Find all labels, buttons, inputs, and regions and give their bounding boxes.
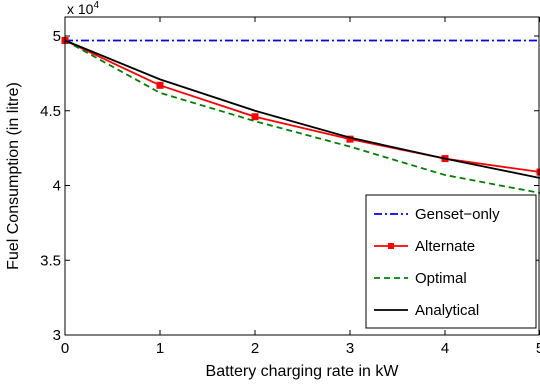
- x-tick-label: 3: [346, 340, 354, 357]
- x-tick-label: 2: [251, 340, 259, 357]
- y-axis-label: Fuel Consumption (in litre): [5, 82, 22, 270]
- series-marker-1-2: [251, 113, 259, 121]
- legend-marker-1: [388, 243, 394, 249]
- series-line-3: [64, 39, 540, 179]
- y-multiplier: x 104: [67, 0, 99, 17]
- y-tick-label: 4: [53, 178, 61, 195]
- axes-frame: [64, 16, 540, 336]
- x-tick-label: 1: [156, 340, 164, 357]
- y-tick-label: 5: [53, 28, 61, 45]
- x-axis-label: Battery charging rate in kW: [206, 363, 400, 380]
- legend-label-1: Alternate: [415, 238, 475, 255]
- axes-layer: [64, 16, 540, 336]
- series-layer: [61, 36, 540, 194]
- y-tick-label: 3.5: [40, 252, 61, 269]
- tick-labels: 0 1 2 3 4 5 3 3.5 4 4.5 5: [40, 28, 540, 357]
- legend-box: [365, 194, 537, 329]
- legend-label-3: Analytical: [415, 302, 479, 319]
- y-tick-label: 4.5: [40, 103, 61, 120]
- legend: Genset−only Alternate Optimal Analytical: [365, 194, 537, 329]
- x-tick-label: 0: [61, 340, 69, 357]
- x-tick-label: 5: [536, 340, 540, 357]
- series-line-1: [64, 39, 540, 173]
- legend-label-0: Genset−only: [415, 206, 500, 223]
- legend-label-2: Optimal: [415, 270, 467, 287]
- series-line-2: [64, 39, 540, 194]
- series-marker-1-1: [156, 81, 164, 89]
- x-tick-label: 4: [441, 340, 449, 357]
- y-tick-label: 3: [53, 327, 61, 344]
